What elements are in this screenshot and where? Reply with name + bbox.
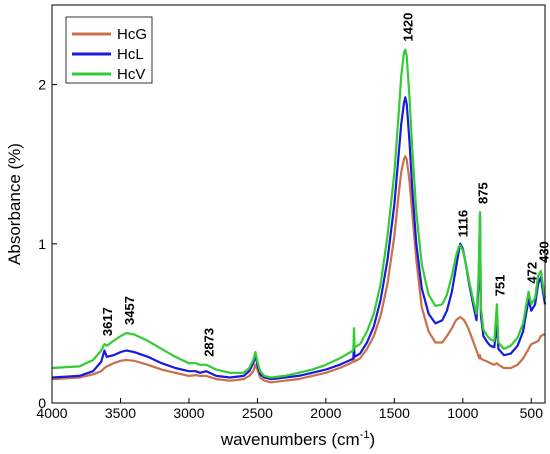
legend-label-hcv: HcV (117, 66, 145, 83)
x-tick-label: 2000 (310, 405, 341, 421)
x-axis: 4000 3500 3000 2500 2000 1500 1000 500 (36, 398, 543, 421)
y-axis-title: Absorbance (%) (5, 143, 24, 265)
legend-label-hcg: HcG (117, 26, 147, 43)
peak-label-1116: 1116 (456, 210, 471, 238)
series-line-hcv (51, 48, 547, 379)
y-tick-label: 2 (38, 77, 46, 93)
plot-frame (51, 4, 546, 404)
peak-label-430: 430 (536, 241, 550, 263)
legend-box (65, 16, 153, 84)
x-tick-label: 1000 (447, 405, 478, 421)
x-tick-label: 2500 (242, 405, 273, 421)
peak-label-1420: 1420 (401, 13, 416, 42)
peak-label-3617: 3617 (100, 307, 115, 336)
peak-label-472: 472 (525, 262, 540, 284)
x-tick-label: 3500 (105, 405, 136, 421)
peak-label-3457: 3457 (122, 296, 137, 325)
legend: HcG HcL HcV (65, 16, 153, 84)
x-axis-title-sup: -1 (360, 429, 370, 441)
series-line-hcg (51, 155, 545, 384)
x-axis-title-main: wavenumbers (cm (220, 430, 360, 449)
y-tick-label: 1 (38, 236, 46, 252)
peak-label-875: 875 (475, 182, 490, 204)
x-axis-title-close: ) (369, 430, 375, 449)
peak-label-751: 751 (492, 275, 507, 297)
y-axis: 0 1 2 (38, 77, 57, 411)
x-tick-label: 500 (520, 405, 544, 421)
series-layer (51, 48, 547, 384)
x-tick-label: 4000 (36, 405, 67, 421)
x-tick-label: 3000 (173, 405, 204, 421)
y-tick-label: 0 (38, 395, 46, 411)
x-axis-title: wavenumbers (cm-1) (220, 429, 375, 449)
x-tick-label: 1500 (379, 405, 410, 421)
series-line-hcl (51, 96, 547, 381)
peak-label-2873: 2873 (202, 328, 217, 357)
legend-label-hcl: HcL (117, 46, 144, 63)
